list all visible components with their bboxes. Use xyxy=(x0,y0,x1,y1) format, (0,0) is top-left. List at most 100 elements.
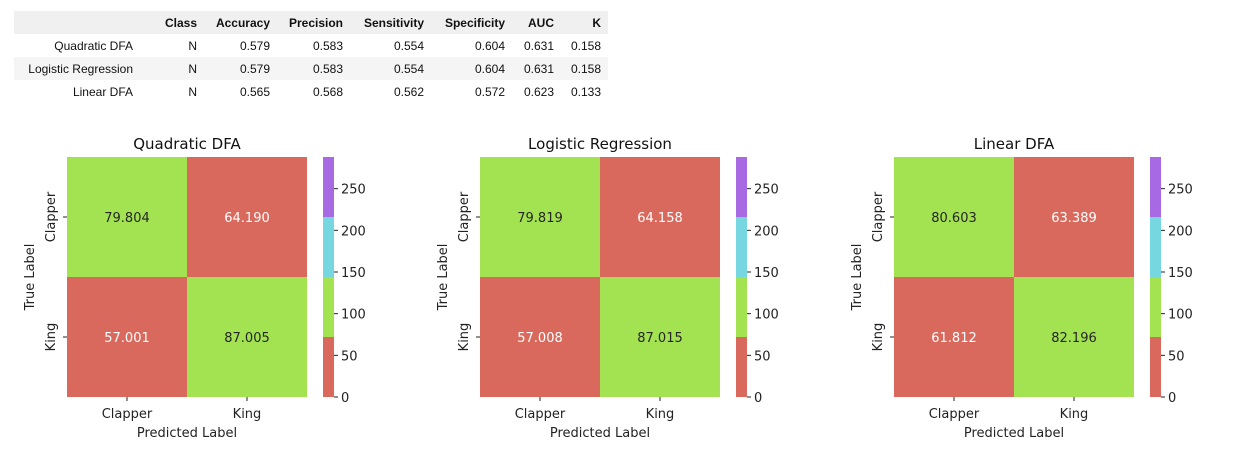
table-cell: 0.158 xyxy=(570,61,601,76)
table-cell: 0.631 xyxy=(523,38,554,53)
y-tick-label: Clapper xyxy=(44,191,59,242)
cell-value-label: 82.196 xyxy=(1051,331,1097,346)
chart-title: Linear DFA xyxy=(974,135,1055,153)
cell-value-label: 79.804 xyxy=(104,211,150,226)
x-tick-label: Clapper xyxy=(515,407,566,422)
x-axis-label: Predicted Label xyxy=(964,426,1064,441)
table-cell: Linear DFA xyxy=(72,84,133,99)
colorbar-tick-label: 200 xyxy=(1168,224,1193,239)
colorbar-segment xyxy=(1150,157,1161,217)
table-cell: 0.554 xyxy=(393,38,424,53)
x-tick-label: Clapper xyxy=(102,407,153,422)
cell-value-label: 79.819 xyxy=(517,211,563,226)
colorbar-tick-label: 250 xyxy=(341,183,366,198)
table-cell: 0.565 xyxy=(239,84,270,99)
colorbar-segment xyxy=(736,157,747,217)
x-axis-label: Predicted Label xyxy=(550,426,650,441)
colorbar-segment xyxy=(323,157,334,217)
cell-value-label: 64.158 xyxy=(637,211,683,226)
heatmap-cell xyxy=(187,157,307,277)
heatmap-cell xyxy=(67,277,187,397)
heatmap-panel: Quadratic DFA 79.804 64.190 57.001 87.005 Cla… xyxy=(23,135,366,441)
colorbar-tick-label: 150 xyxy=(341,266,366,281)
x-tick-label: Clapper xyxy=(929,407,980,422)
colorbar-segment xyxy=(736,217,747,277)
colorbar-tick-label: 100 xyxy=(341,308,366,323)
heatmap-panel: Linear DFA 80.603 63.389 61.812 82.196 Clappe… xyxy=(850,135,1193,441)
chart-title: Logistic Regression xyxy=(528,135,672,153)
chart-title: Quadratic DFA xyxy=(133,135,241,153)
colorbar-tick-label: 0 xyxy=(754,391,762,406)
table-cell: Quadratic DFA xyxy=(54,38,133,53)
colorbar-segment xyxy=(1150,337,1161,397)
metrics-header-cell: Sensitivity xyxy=(363,15,424,30)
colorbar-segment xyxy=(736,337,747,397)
y-tick-label: Clapper xyxy=(871,191,886,242)
heatmap-cell xyxy=(67,157,187,277)
colorbar-tick-label: 0 xyxy=(1168,391,1176,406)
heatmap-cell xyxy=(600,157,720,277)
table-cell: 0.158 xyxy=(570,38,601,53)
colorbar-segment xyxy=(323,217,334,277)
table-cell: 0.583 xyxy=(312,61,343,76)
table-row: Quadratic DFA N 0.579 0.583 0.554 0.604 … xyxy=(14,34,608,57)
heatmap-cell xyxy=(1014,157,1134,277)
metrics-header-cell: Specificity xyxy=(444,15,505,30)
y-tick-label: King xyxy=(44,323,59,352)
y-axis-label: True Label xyxy=(436,244,451,312)
colorbar-tick-label: 250 xyxy=(1168,183,1193,198)
heatmap-cell xyxy=(1014,277,1134,397)
colorbar-tick-label: 50 xyxy=(754,349,771,364)
table-cell: 0.554 xyxy=(393,61,424,76)
table-cell: 0.604 xyxy=(474,61,505,76)
colorbar-tick-label: 50 xyxy=(341,349,358,364)
table-cell: 0.572 xyxy=(474,84,505,99)
table-cell: N xyxy=(188,38,197,53)
table-cell: N xyxy=(188,84,197,99)
colorbar-tick-label: 50 xyxy=(1168,349,1185,364)
x-tick-label: King xyxy=(233,407,262,422)
heatmap-cell xyxy=(480,277,600,397)
table-cell: 0.568 xyxy=(312,84,343,99)
colorbar-tick-label: 100 xyxy=(1168,308,1193,323)
table-cell: 0.579 xyxy=(239,38,270,53)
metrics-header-cell: Accuracy xyxy=(215,15,270,30)
heatmap-panel: Logistic Regression 79.819 64.158 57.008 87.… xyxy=(436,135,779,441)
heatmap-cell xyxy=(894,157,1014,277)
table-cell: N xyxy=(188,61,197,76)
metrics-table: Class Accuracy Precision Sensitivity Spe… xyxy=(14,11,608,103)
heatmap-cell xyxy=(600,277,720,397)
colorbar-tick-label: 0 xyxy=(341,391,349,406)
table-cell: 0.579 xyxy=(239,61,270,76)
y-axis-label: True Label xyxy=(23,244,38,312)
x-tick-label: King xyxy=(1060,407,1089,422)
x-axis-label: Predicted Label xyxy=(137,426,237,441)
table-cell: 0.133 xyxy=(570,84,601,99)
heatmap-cell xyxy=(187,277,307,397)
y-axis-label: True Label xyxy=(850,244,865,312)
metrics-header-cell: K xyxy=(592,15,601,30)
cell-value-label: 87.015 xyxy=(637,331,683,346)
colorbar-tick-label: 100 xyxy=(754,308,779,323)
metrics-header-cell: Precision xyxy=(288,15,343,30)
colorbar-segment xyxy=(323,277,334,337)
colorbar-segment xyxy=(736,277,747,337)
y-tick-label: King xyxy=(457,323,472,352)
table-cell: 0.631 xyxy=(523,61,554,76)
y-tick-label: Clapper xyxy=(457,191,472,242)
x-tick-label: King xyxy=(646,407,675,422)
table-cell: Logistic Regression xyxy=(28,61,133,76)
metrics-header-row: Class Accuracy Precision Sensitivity Spe… xyxy=(14,11,608,34)
cell-value-label: 87.005 xyxy=(224,331,270,346)
table-row: Linear DFA N 0.565 0.568 0.562 0.572 0.6… xyxy=(14,80,608,103)
heatmap-cell xyxy=(894,277,1014,397)
cell-value-label: 63.389 xyxy=(1051,211,1097,226)
y-tick-label: King xyxy=(871,323,886,352)
cell-value-label: 61.812 xyxy=(931,331,977,346)
metrics-header-cell: Class xyxy=(164,15,197,30)
table-row: Logistic Regression N 0.579 0.583 0.554 … xyxy=(14,57,608,80)
metrics-header-cell: AUC xyxy=(528,15,554,30)
colorbar-segment xyxy=(1150,277,1161,337)
cell-value-label: 57.008 xyxy=(517,331,563,346)
